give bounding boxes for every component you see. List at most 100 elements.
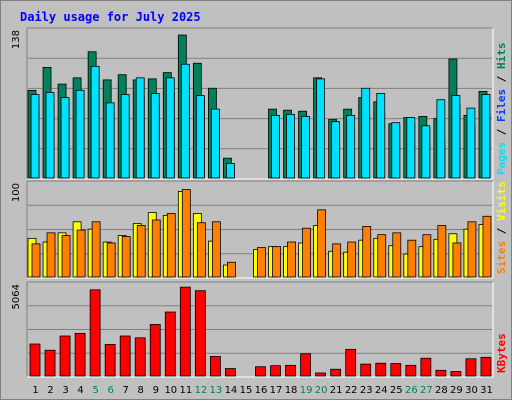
day-label: 3 xyxy=(62,385,68,396)
bar-sites xyxy=(302,227,311,278)
bar-kbytes xyxy=(300,353,311,377)
bar-pages xyxy=(45,92,55,179)
bar-sites xyxy=(377,234,387,278)
bar-pages xyxy=(210,108,220,179)
bar-pages xyxy=(316,78,326,179)
day-label: 5 xyxy=(92,385,98,396)
legend-1: Pages / Files / Hits xyxy=(495,43,508,176)
bar-kbytes xyxy=(435,369,447,377)
bar-sites xyxy=(46,232,56,278)
legend-visits: Visits xyxy=(495,181,508,221)
bar-pages xyxy=(195,95,205,179)
bar-sites xyxy=(272,246,281,278)
bar-kbytes xyxy=(270,365,281,377)
bar-kbytes xyxy=(209,356,221,377)
bar-kbytes xyxy=(390,363,402,377)
bar-kbytes xyxy=(360,363,372,377)
bar-kbytes xyxy=(255,366,266,377)
day-label: 4 xyxy=(77,385,83,396)
bar-pages xyxy=(406,117,416,179)
legend-2: Sites / Visits xyxy=(495,181,508,274)
day-label: 31 xyxy=(480,385,493,396)
bar-kbytes xyxy=(89,289,101,377)
bar-kbytes xyxy=(465,358,477,377)
bar-sites xyxy=(76,229,86,278)
bar-kbytes xyxy=(74,332,86,377)
bar-pages xyxy=(90,65,100,179)
legend-hits: Hits xyxy=(495,43,508,70)
bar-kbytes xyxy=(345,348,357,377)
day-label: 9 xyxy=(153,385,159,396)
bar-kbytes xyxy=(179,286,191,377)
bar-pages xyxy=(226,162,235,179)
day-label: 24 xyxy=(375,385,388,396)
bar-sites xyxy=(196,222,206,278)
bar-kbytes xyxy=(375,362,387,377)
bar-kbytes xyxy=(330,368,342,377)
bar-pages xyxy=(271,114,280,179)
bar-kbytes xyxy=(480,356,492,377)
bar-pages xyxy=(481,94,491,179)
legend-files: Files xyxy=(495,89,508,122)
day-label: 25 xyxy=(390,385,403,396)
bar-sites xyxy=(392,232,402,278)
bar-sites xyxy=(166,213,176,278)
bar-sites xyxy=(317,209,327,278)
bar-sites xyxy=(422,234,432,278)
bar-sites xyxy=(362,225,372,278)
bar-pages xyxy=(391,122,401,179)
bar-kbytes xyxy=(315,372,327,377)
bar-pages xyxy=(361,87,371,179)
bar-kbytes xyxy=(29,343,41,377)
day-label: 16 xyxy=(255,385,268,396)
day-label: 29 xyxy=(450,385,463,396)
bar-sites xyxy=(227,261,236,278)
bar-sites xyxy=(257,247,266,278)
bar-sites xyxy=(211,221,221,278)
day-label: 12 xyxy=(195,385,208,396)
bar-pages xyxy=(436,99,446,179)
bar-kbytes xyxy=(104,343,116,377)
bar-kbytes xyxy=(420,357,432,377)
bar-pages xyxy=(466,107,476,179)
bar-pages xyxy=(346,114,356,179)
day-label: 6 xyxy=(107,385,113,396)
day-label: 26 xyxy=(405,385,418,396)
bar-pages xyxy=(286,113,295,179)
bar-pages xyxy=(30,94,40,179)
bar-sites xyxy=(467,221,477,278)
day-label: 19 xyxy=(300,385,313,396)
day-label: 21 xyxy=(330,385,343,396)
bar-pages xyxy=(165,77,175,179)
bar-sites xyxy=(347,241,357,278)
bar-sites xyxy=(31,243,41,278)
chart-title: Daily usage for July 2025 xyxy=(20,10,201,24)
legend-pages: Pages xyxy=(495,142,508,175)
day-label: 8 xyxy=(138,385,144,396)
bar-sites xyxy=(136,225,146,278)
bar-kbytes xyxy=(164,311,176,377)
bar-sites xyxy=(452,242,462,278)
bar-kbytes xyxy=(194,290,206,377)
y-max-label-1: 138 xyxy=(11,30,22,49)
day-label: 18 xyxy=(285,385,298,396)
bar-pages xyxy=(105,102,115,179)
bar-kbytes xyxy=(225,368,236,377)
bar-kbytes xyxy=(285,364,296,377)
legend-separator: / xyxy=(495,122,508,142)
bar-pages xyxy=(135,77,145,179)
day-label: 28 xyxy=(435,385,448,396)
bar-kbytes xyxy=(44,349,56,377)
bar-sites xyxy=(482,215,492,278)
day-label: 14 xyxy=(225,385,238,396)
bar-pages xyxy=(331,121,341,179)
bar-sites xyxy=(407,239,417,278)
day-label: 27 xyxy=(420,385,433,396)
day-label: 30 xyxy=(465,385,478,396)
bar-kbytes xyxy=(450,371,462,377)
day-label: 22 xyxy=(345,385,358,396)
day-label: 23 xyxy=(360,385,373,396)
bar-pages xyxy=(301,116,310,179)
